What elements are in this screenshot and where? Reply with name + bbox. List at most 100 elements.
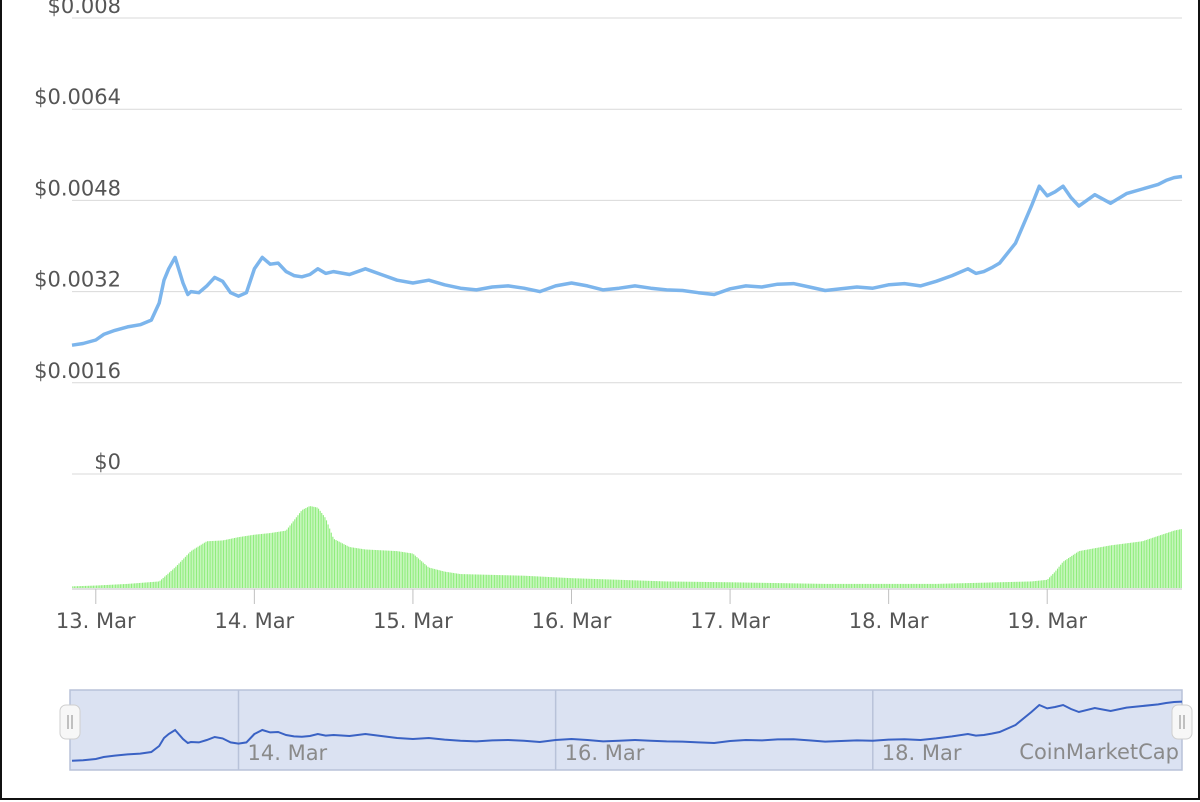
volume-bar [460,574,462,588]
volume-bar [494,574,496,588]
volume-bar [76,586,79,588]
volume-bar [1118,544,1120,588]
navigator[interactable]: 14. Mar 16. Mar 18. Mar [59,689,1193,771]
volume-bar [459,573,461,588]
volume-bar [443,571,445,588]
volume-bar [880,583,883,588]
volume-bar [310,506,312,588]
volume-bar [746,582,748,588]
volume-bar [882,583,884,588]
volume-bar [126,583,128,588]
volume-bar [1080,550,1082,588]
volume-bar [414,555,416,588]
volume-bar [349,547,351,588]
volume-bar [135,583,137,588]
volume-bar [194,548,196,588]
volume-bar [287,527,290,588]
volume-bar [463,574,466,588]
volume-bar [1006,582,1008,588]
volume-bar [622,579,624,588]
navigator-tick-label: 14. Mar [248,741,328,765]
volume-bar [1107,545,1109,588]
volume-bar [207,541,209,588]
volume-bar [273,532,275,588]
volume-bar [376,550,378,588]
volume-bar [581,578,583,588]
volume-bar [755,582,757,588]
volume-bar [871,583,873,588]
volume-bar [462,574,464,588]
volume-bar [452,572,454,588]
volume-bar [1015,581,1017,588]
volume-bar [1171,531,1173,588]
volume-bar [1064,560,1067,588]
volume-bar [617,579,619,588]
volume-bar [768,582,770,588]
resize-handle-icon[interactable] [59,704,81,740]
volume-bar [1036,580,1038,588]
y-tick-label: $0.0032 [34,268,121,292]
volume-bar [81,586,83,588]
volume-bar [208,541,210,588]
volume-bar [470,574,472,588]
volume-bar [335,540,337,588]
credit-label[interactable]: CoinMarketCap [1019,740,1179,764]
y-tick-label: $0 [94,450,121,474]
volume-bar [97,585,99,588]
volume-bar [168,572,171,588]
volume-bar [457,573,459,588]
volume-bar [828,583,830,588]
resize-handle-icon[interactable] [1171,704,1193,740]
volume-bar [386,550,388,588]
volume-bar [1090,548,1092,588]
volume-bar [785,583,787,588]
volume-bar [887,583,889,588]
volume-bar [1150,538,1152,588]
volume-bar [1109,545,1111,588]
volume-bar [121,584,123,588]
volume-bar [222,540,224,588]
price-line[interactable] [71,174,1183,347]
volume-bar [202,543,204,588]
volume-bar [257,534,259,588]
volume-bar [831,583,833,588]
volume-bar [947,583,949,588]
volume-bar [777,583,779,588]
volume-bar [587,578,589,588]
volume-bar [100,585,102,588]
volume-bar [1139,541,1141,588]
volume-bar [644,580,646,588]
volume-bar [137,583,139,588]
volume-bar [1069,556,1071,588]
volume-bar [589,578,591,588]
volume-bar [416,557,418,588]
volume-bar [478,574,480,588]
volume-bar [741,582,743,588]
volume-bar [1091,548,1093,588]
volume-bar [292,521,294,588]
volume-bar [836,583,838,588]
volume-bar [276,531,278,588]
volume-bar [295,517,297,588]
volume-bar [111,584,113,588]
volume-bar [1114,544,1116,588]
volume-bar [508,575,510,588]
volume-bar [454,573,456,588]
volume-bar [619,579,621,588]
volume-bar [823,583,825,588]
volume-bar [1136,541,1138,588]
volume-bar [693,581,695,588]
volume-bar [670,581,672,588]
volume-bar [771,582,773,588]
volume-bar [649,580,651,588]
volume-bar [221,540,223,588]
volume-bar [692,581,694,588]
volume-bar [191,550,193,588]
volume-bar [1071,555,1073,588]
volume-bar [397,551,399,588]
volume-bar [866,583,868,588]
volume-bar [877,583,879,588]
volume-bar [159,580,161,588]
volume-bar [105,585,107,588]
